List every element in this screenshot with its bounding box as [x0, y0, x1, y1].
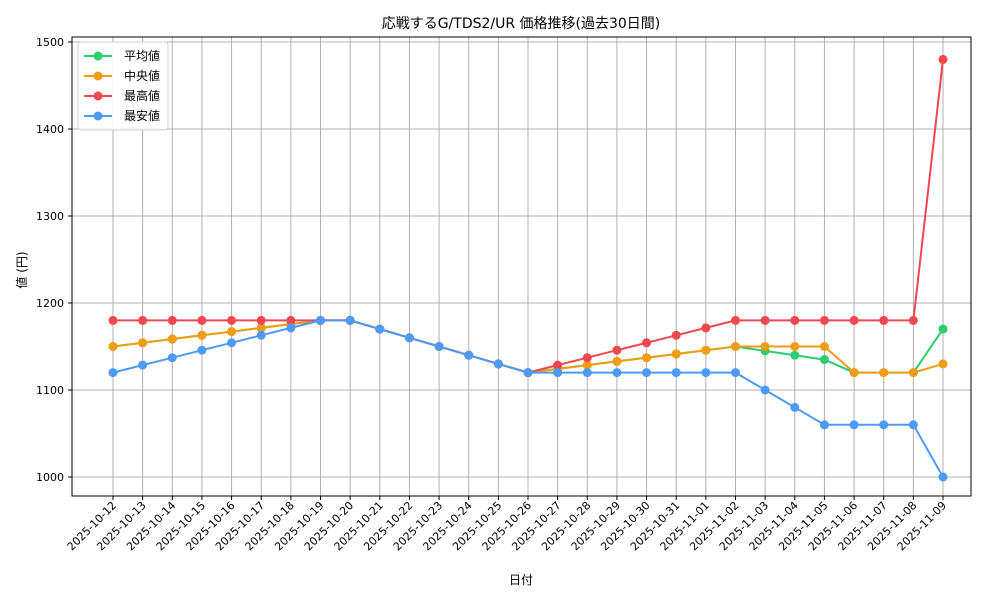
data-point: [612, 345, 622, 355]
data-point: [286, 315, 296, 325]
data-point: [375, 324, 385, 334]
data-point: [731, 342, 740, 351]
y-tick-label: 1500: [36, 36, 64, 49]
data-point: [701, 345, 711, 355]
y-tick-label: 1100: [36, 384, 64, 397]
data-point: [197, 315, 207, 325]
legend-marker: [93, 111, 103, 121]
data-point: [938, 472, 948, 482]
series-layer: [108, 54, 948, 482]
legend-marker: [93, 71, 103, 81]
data-point: [345, 315, 355, 325]
data-point: [879, 368, 889, 378]
y-axis: 1000 1100 1200 1300 1400 1500: [36, 36, 72, 484]
data-point: [138, 338, 148, 348]
data-point: [849, 368, 859, 378]
data-point: [582, 360, 592, 370]
data-point: [138, 360, 148, 370]
data-point: [434, 342, 444, 351]
data-point: [108, 315, 118, 325]
data-point: [731, 368, 740, 378]
data-point: [819, 355, 829, 365]
plot-frame: [71, 36, 972, 497]
y-tick-label: 1300: [36, 210, 64, 223]
legend-marker: [93, 91, 103, 101]
data-point: [286, 323, 296, 333]
data-point: [197, 345, 207, 355]
data-point: [167, 334, 177, 344]
data-point: [197, 330, 207, 340]
data-point: [612, 368, 622, 378]
data-point: [879, 420, 889, 430]
data-point: [790, 315, 800, 325]
data-point: [256, 323, 266, 333]
y-tick-label: 1200: [36, 297, 64, 310]
data-point: [849, 315, 859, 325]
data-point: [642, 338, 652, 348]
y-axis-label: 値 (円): [14, 251, 29, 288]
grid-lines: [72, 37, 971, 496]
data-point: [256, 330, 266, 340]
data-point: [819, 342, 829, 351]
data-point: [671, 368, 681, 378]
legend-label: 最安値: [124, 108, 160, 123]
data-point: [612, 356, 622, 366]
data-point: [908, 368, 918, 378]
data-point: [819, 315, 829, 325]
data-point: [553, 360, 563, 370]
data-point: [790, 402, 800, 412]
data-point: [731, 315, 740, 325]
data-point: [493, 359, 503, 369]
data-point: [760, 315, 770, 325]
data-point: [671, 349, 681, 359]
legend-marker: [93, 51, 103, 61]
data-point: [642, 368, 652, 378]
data-point: [108, 342, 118, 351]
data-point: [167, 353, 177, 363]
data-point: [227, 327, 237, 337]
data-point: [642, 353, 652, 363]
data-point: [938, 54, 948, 64]
data-point: [404, 333, 414, 343]
data-point: [760, 342, 770, 351]
data-point: [760, 385, 770, 395]
data-point: [316, 315, 325, 325]
data-point: [790, 342, 800, 351]
data-point: [849, 420, 859, 430]
x-axis-label: 日付: [509, 573, 533, 587]
data-point: [908, 420, 918, 430]
data-point: [701, 368, 711, 378]
data-point: [227, 338, 237, 348]
data-point: [879, 315, 889, 325]
legend-label: 最高値: [124, 88, 160, 103]
data-point: [227, 315, 237, 325]
series-3: [108, 315, 948, 482]
data-point: [938, 359, 948, 369]
data-point: [523, 368, 533, 378]
chart-title: 応戦するG/TDS2/UR 価格推移(過去30日間): [382, 16, 661, 32]
data-point: [819, 420, 829, 430]
data-point: [908, 315, 918, 325]
legend-box: [77, 41, 169, 131]
legend-label: 中央値: [124, 68, 160, 83]
x-axis: 2025-10-122025-10-132025-10-142025-10-15…: [65, 496, 949, 553]
data-point: [553, 368, 563, 378]
data-point: [671, 330, 681, 340]
data-point: [938, 324, 948, 334]
y-tick-label: 1400: [36, 123, 64, 136]
data-point: [256, 315, 266, 325]
y-tick-label: 1000: [36, 471, 64, 484]
legend-label: 平均値: [124, 48, 160, 63]
data-point: [582, 353, 592, 363]
data-point: [108, 368, 118, 378]
data-point: [701, 323, 711, 333]
data-point: [167, 315, 177, 325]
data-point: [790, 350, 800, 360]
data-point: [582, 368, 592, 378]
data-point: [464, 350, 474, 360]
data-point: [138, 315, 148, 325]
